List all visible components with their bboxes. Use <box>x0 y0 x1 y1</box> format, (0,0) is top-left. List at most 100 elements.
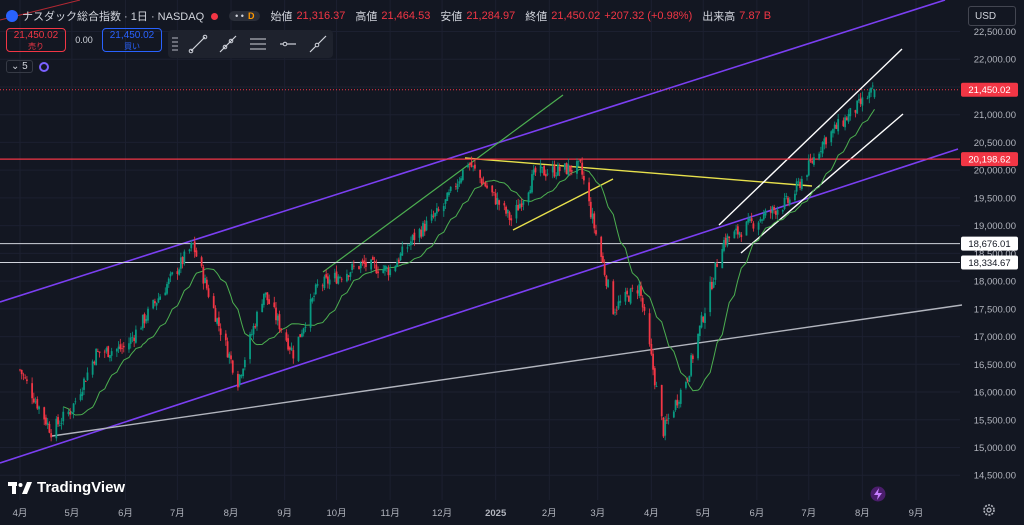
candle-body <box>285 332 288 341</box>
candle-body <box>261 303 264 313</box>
close-value: 21,450.02 <box>551 10 601 22</box>
candle-body <box>237 373 239 388</box>
candle-body <box>544 174 547 177</box>
brand-name: TradingView <box>37 479 126 496</box>
candle-body <box>340 278 343 280</box>
candle-body <box>631 287 634 289</box>
candle-body <box>837 118 840 132</box>
price-label-box <box>961 152 1018 167</box>
candle-body <box>534 167 537 173</box>
candle-body <box>700 315 703 328</box>
candle-body <box>384 265 386 271</box>
candle-body <box>22 374 25 376</box>
candle-body <box>494 193 497 205</box>
support-trend-line[interactable] <box>51 304 963 437</box>
data-badge[interactable]: • • D <box>229 11 261 21</box>
gear-icon[interactable] <box>982 503 996 517</box>
indicators-toggle[interactable]: ⌄ 5 <box>6 60 33 73</box>
candle-body <box>321 285 324 287</box>
candle-body <box>591 213 594 219</box>
y-tick-label: 19,500.00 <box>974 193 1016 204</box>
extended-line-tool-icon[interactable] <box>308 34 328 54</box>
candle-body <box>532 169 535 175</box>
sell-button[interactable]: 21,450.02 売り <box>6 28 66 52</box>
x-tick-label: 8月 <box>224 508 239 519</box>
candle-body <box>522 201 525 205</box>
ray-tool-icon[interactable] <box>218 34 238 54</box>
candle-body <box>131 337 134 338</box>
white-channel-upper[interactable] <box>718 48 903 226</box>
price-label-box <box>961 236 1018 251</box>
candle-body <box>110 351 113 356</box>
channel-upper-line[interactable] <box>0 0 946 303</box>
candle-body <box>128 343 130 350</box>
candle-body <box>797 181 800 183</box>
candle-body <box>365 262 367 267</box>
trade-panel: 21,450.02 売り 0.00 21,450.02 買い <box>6 28 162 52</box>
horizontal-line-tool-icon[interactable] <box>278 34 298 54</box>
candle-body <box>617 301 620 309</box>
candle-body <box>105 348 108 352</box>
candle-body <box>164 292 167 296</box>
lightning-icon[interactable] <box>870 486 886 502</box>
candle-body <box>518 203 521 209</box>
candle-body <box>629 288 632 304</box>
candle-body <box>243 359 246 368</box>
candle-body <box>382 269 385 274</box>
candle-body <box>844 117 846 128</box>
candle-body <box>832 129 834 134</box>
time-axis[interactable]: 4月 5月 6月 7月 8月 9月 10月 11月 12月 2025 2月 3月 4月 5月 6月 7月 8月 9… <box>13 508 924 519</box>
candle-body <box>218 317 220 326</box>
buy-button[interactable]: 21,450.02 買い <box>102 28 162 52</box>
candle-body <box>861 97 864 106</box>
candle-body <box>287 338 290 350</box>
candle-body <box>799 181 802 188</box>
trend-line-tool-icon[interactable] <box>188 34 208 54</box>
white-channel-lower[interactable] <box>740 113 904 254</box>
candle-body <box>569 165 571 172</box>
indicator-visibility-icon[interactable] <box>38 61 49 72</box>
candle-body <box>351 263 354 271</box>
candle-body <box>425 220 428 231</box>
candle-body <box>50 433 53 438</box>
candle-body <box>46 422 49 425</box>
candle-body <box>624 292 627 302</box>
horizontal-levels[interactable] <box>0 89 960 264</box>
candle-body <box>543 165 546 176</box>
drawings[interactable] <box>0 0 963 464</box>
symbol-title[interactable]: ナスダック総合指数 · 1日 · NASDAQ <box>22 11 205 23</box>
currency-selector[interactable]: USD <box>968 6 1016 26</box>
candle-body <box>595 230 597 235</box>
candle-body <box>411 234 414 241</box>
candle-body <box>178 269 181 275</box>
low-value: 21,284.97 <box>466 10 516 22</box>
low-label: 安値 <box>440 11 463 23</box>
candle-body <box>809 159 812 162</box>
candle-body <box>423 223 426 232</box>
candle-body <box>588 182 590 202</box>
candle-body <box>505 206 507 214</box>
candle-body <box>371 257 374 260</box>
candle-body <box>698 325 701 337</box>
candle-body <box>593 213 596 229</box>
candle-body <box>712 281 715 288</box>
price-labels: 21,450.02 20,198.62 18,676.01 18,334.67 <box>961 82 1018 270</box>
channel-lower-line[interactable] <box>0 148 959 464</box>
yellow-resistance-line[interactable] <box>464 157 813 187</box>
candle-body <box>749 218 751 222</box>
candle-body <box>612 281 615 315</box>
candle-body <box>389 269 392 276</box>
yellow-channel-line[interactable] <box>512 178 614 231</box>
candle-body <box>377 271 379 274</box>
parallel-channel-tool-icon[interactable] <box>248 34 268 54</box>
candle-body <box>129 337 132 344</box>
candle-body <box>434 212 437 217</box>
candle-body <box>653 368 656 386</box>
drag-handle-icon[interactable] <box>172 37 178 51</box>
candle-body <box>152 299 155 309</box>
green-trend-line[interactable] <box>322 94 564 273</box>
candle-body <box>230 355 232 360</box>
tradingview-logo[interactable]: TradingView <box>8 479 125 496</box>
candle-body <box>352 265 355 267</box>
